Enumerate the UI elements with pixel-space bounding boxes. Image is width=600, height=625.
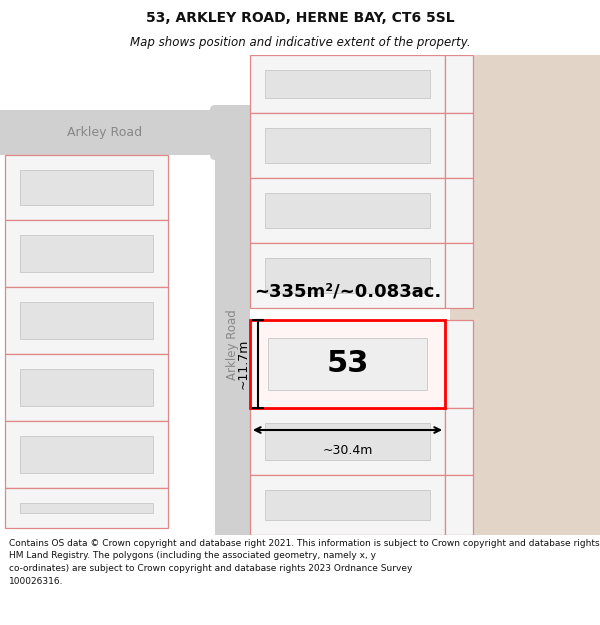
- Bar: [5, 155, 168, 220]
- Bar: [5, 220, 168, 287]
- Bar: [265, 70, 430, 98]
- Bar: [20, 302, 153, 339]
- Bar: [445, 408, 473, 475]
- Bar: [445, 178, 473, 243]
- Bar: [250, 243, 445, 308]
- Bar: [265, 193, 430, 228]
- Bar: [250, 475, 445, 535]
- Bar: [445, 475, 473, 535]
- Text: Contains OS data © Crown copyright and database right 2021. This information is : Contains OS data © Crown copyright and d…: [9, 539, 600, 586]
- Bar: [268, 338, 427, 390]
- Bar: [445, 243, 473, 308]
- Bar: [265, 423, 430, 460]
- Bar: [20, 369, 153, 406]
- Bar: [215, 110, 250, 535]
- Bar: [445, 113, 473, 178]
- Text: 53, ARKLEY ROAD, HERNE BAY, CT6 5SL: 53, ARKLEY ROAD, HERNE BAY, CT6 5SL: [146, 11, 454, 24]
- Bar: [265, 490, 430, 520]
- FancyBboxPatch shape: [210, 105, 255, 160]
- Text: 53: 53: [326, 349, 368, 379]
- Bar: [20, 436, 153, 473]
- Bar: [20, 503, 153, 513]
- Bar: [250, 113, 445, 178]
- Bar: [250, 320, 445, 408]
- Bar: [20, 235, 153, 272]
- Bar: [445, 320, 473, 408]
- Text: ~30.4m: ~30.4m: [322, 444, 373, 457]
- Bar: [20, 170, 153, 205]
- Bar: [450, 55, 600, 535]
- Bar: [5, 421, 168, 488]
- Bar: [265, 258, 430, 293]
- Bar: [5, 287, 168, 354]
- Bar: [0, 110, 340, 155]
- Text: ~11.7m: ~11.7m: [237, 339, 250, 389]
- Text: Arkley Road: Arkley Road: [226, 309, 239, 381]
- Bar: [445, 55, 473, 113]
- Bar: [5, 354, 168, 421]
- Text: ~335m²/~0.083ac.: ~335m²/~0.083ac.: [254, 283, 441, 301]
- Bar: [265, 128, 430, 163]
- Bar: [250, 55, 445, 113]
- Bar: [5, 488, 168, 528]
- Text: Arkley Road: Arkley Road: [67, 126, 143, 139]
- Bar: [250, 408, 445, 475]
- Text: Map shows position and indicative extent of the property.: Map shows position and indicative extent…: [130, 36, 470, 49]
- Bar: [250, 178, 445, 243]
